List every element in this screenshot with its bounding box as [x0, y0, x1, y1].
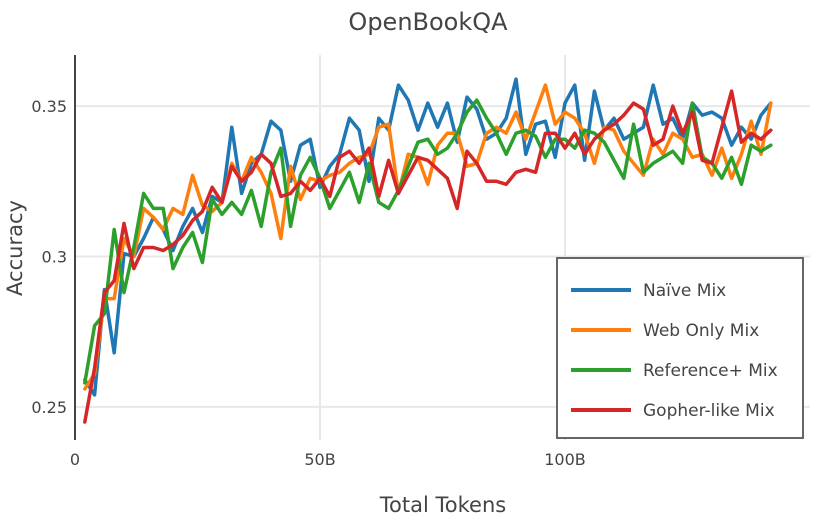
y-tick-label: 0.35 — [31, 97, 67, 116]
x-tick-label: 0 — [70, 450, 80, 469]
series-line-gopher-like-mix — [83, 89, 773, 424]
series-line-na-ve-mix — [83, 77, 773, 397]
legend: Naïve Mix Web Only Mix Reference+ Mix Gophe… — [556, 257, 804, 439]
x-axis-label: Total Tokens — [379, 493, 506, 517]
series-line-reference-mix — [83, 98, 773, 385]
y-tick-label: 0.3 — [42, 248, 67, 267]
axes: 0.25 0.3 0.35 0 50B 100B — [31, 55, 586, 469]
legend-items: Naïve Mix Web Only Mix Reference+ Mix Gophe… — [571, 281, 778, 421]
x-tick-label: 100B — [544, 450, 586, 469]
legend-label: Gopher-like Mix — [643, 401, 775, 421]
legend-label: Naïve Mix — [643, 281, 726, 301]
legend-label: Reference+ Mix — [643, 361, 778, 381]
y-tick-label: 0.25 — [31, 398, 67, 417]
chart-title: OpenBookQA — [348, 8, 508, 36]
series-layer — [83, 77, 773, 424]
y-axis-label: Accuracy — [3, 200, 27, 296]
x-tick-label: 50B — [304, 450, 335, 469]
legend-label: Web Only Mix — [643, 321, 759, 341]
